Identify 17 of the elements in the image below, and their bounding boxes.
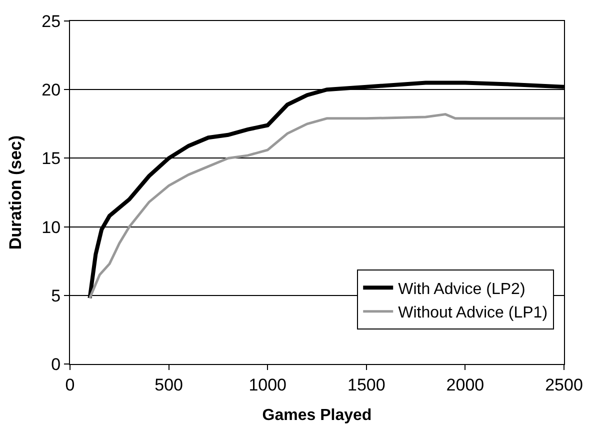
x-tick-label: 0: [65, 375, 75, 394]
y-tick-label: 20: [42, 80, 61, 100]
x-tick-label: 1500: [347, 375, 386, 394]
x-tick-label: 500: [154, 375, 183, 394]
x-tick-label: 2000: [446, 375, 484, 394]
x-tick-label: 2500: [545, 375, 583, 394]
y-tick-label: 5: [51, 286, 61, 306]
legend-label: With Advice (LP2): [398, 280, 526, 298]
x-tick-label: 1000: [248, 375, 287, 394]
y-tick-label: 25: [42, 12, 61, 31]
x-axis-title: Games Played: [262, 407, 372, 424]
y-tick-label: 10: [42, 218, 61, 237]
legend-label: Without Advice (LP1): [398, 304, 548, 322]
y-axis-title: Duration (sec): [6, 135, 26, 250]
y-tick-label: 15: [42, 149, 61, 168]
y-tick-label: 0: [51, 354, 61, 374]
line-series: [88, 113, 564, 300]
